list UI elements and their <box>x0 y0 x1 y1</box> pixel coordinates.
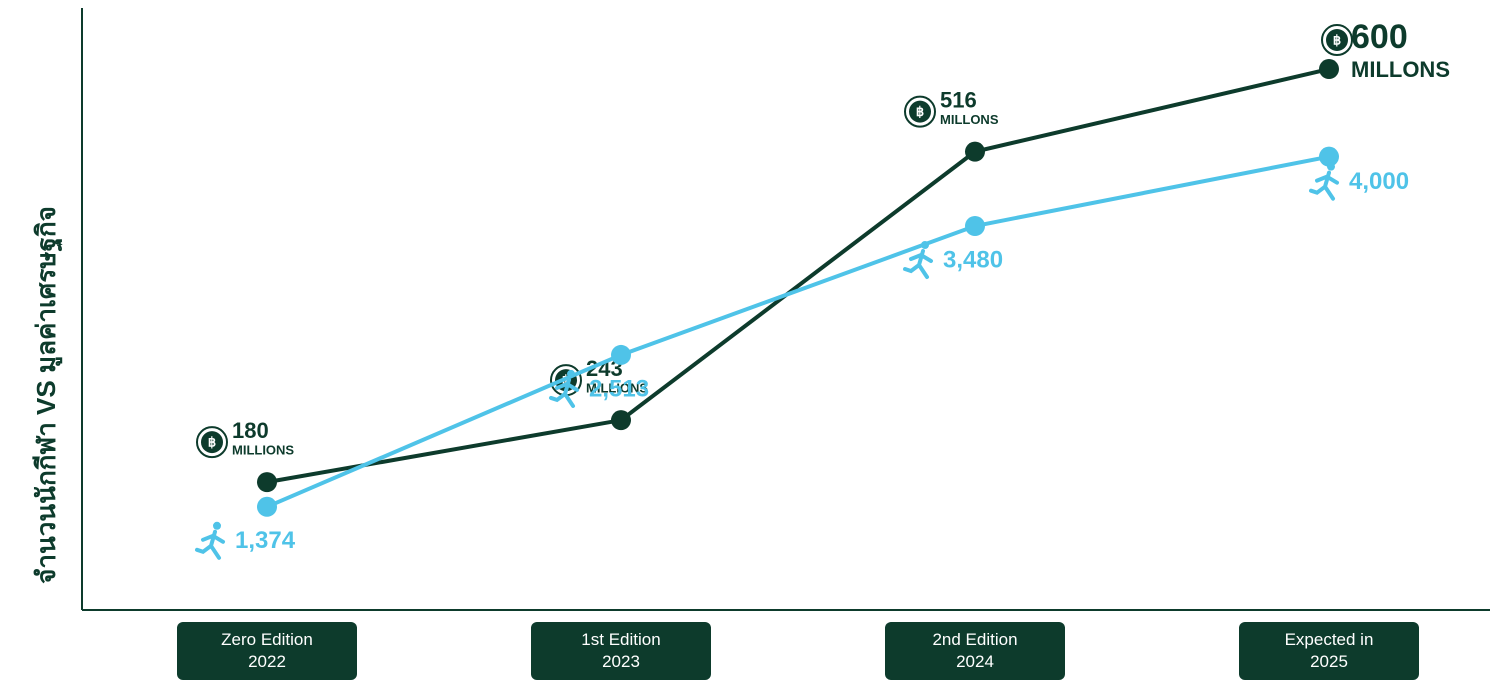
data-label: 516 <box>940 87 977 112</box>
data-label-unit: MILLIONS <box>586 381 648 396</box>
point <box>1319 146 1339 167</box>
baht-icon <box>196 426 228 459</box>
data-label: 600 <box>1351 18 1408 56</box>
data-label: 180 <box>232 418 269 443</box>
point <box>965 141 985 162</box>
series-line <box>266 67 1330 485</box>
point <box>611 344 631 365</box>
category-label: Zero Edition 2022 <box>177 622 357 680</box>
y-axis-title: จำนวนนักกีฬา VS มูลค่าเศรษฐกิจ <box>31 206 64 584</box>
baht-icon <box>1321 24 1353 57</box>
baht-icon <box>201 431 223 454</box>
data-label-unit: MILLONS <box>940 112 999 127</box>
runner-icon <box>1309 162 1339 201</box>
baht-icon <box>1326 29 1348 52</box>
data-label-unit: MILLIONS <box>232 443 294 458</box>
runner-icon <box>195 521 225 560</box>
category-label: Expected in 2025 <box>1239 622 1419 680</box>
category-label: 2nd Edition 2024 <box>885 622 1065 680</box>
data-label: 4,000 <box>1349 168 1409 195</box>
point <box>965 216 985 236</box>
baht-icon: ฿ <box>1333 32 1341 47</box>
point <box>257 496 277 517</box>
runner-icon <box>903 241 933 279</box>
series-line <box>266 154 1330 509</box>
baht-icon <box>904 95 936 128</box>
data-label: 3,480 <box>943 246 1003 273</box>
point <box>1319 59 1339 80</box>
point <box>257 472 277 493</box>
baht-icon: ฿ <box>208 435 216 450</box>
point <box>611 410 631 431</box>
baht-icon: ฿ <box>916 104 924 119</box>
data-label-unit: MILLONS <box>1351 57 1450 82</box>
data-label: 1,374 <box>235 527 296 554</box>
category-label: 1st Edition 2023 <box>531 622 711 680</box>
baht-icon <box>909 100 931 123</box>
runner-icon <box>549 369 579 408</box>
data-label: 2,513 <box>589 375 649 402</box>
